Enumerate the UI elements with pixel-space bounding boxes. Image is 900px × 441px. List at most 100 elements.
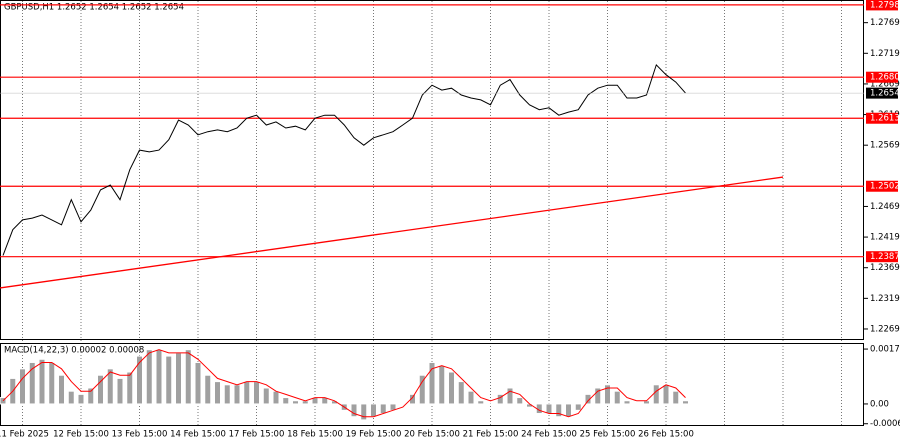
macd-bar <box>399 403 407 405</box>
y-tick-label: 1.2419 <box>870 233 900 243</box>
macd-bar <box>409 393 416 405</box>
macd-bar <box>545 403 553 415</box>
macd-bar <box>48 361 56 405</box>
signal-line <box>2 349 686 418</box>
macd-bar <box>184 349 192 405</box>
macd-bar <box>253 381 260 405</box>
x-tick-label: 11 Feb 2025 <box>0 430 49 440</box>
macd-bar <box>584 393 592 405</box>
macd-bar <box>662 384 670 405</box>
macd-bar <box>350 403 358 418</box>
x-tick-label: 12 Feb 15:00 <box>53 430 109 440</box>
macd-bar <box>565 403 572 418</box>
macd-bar <box>623 400 631 405</box>
macd-bar <box>487 403 494 405</box>
macd-bar <box>145 349 153 405</box>
macd-bar <box>204 374 212 405</box>
macd-bar <box>38 358 46 405</box>
y-tick-label: 1.2669 <box>870 79 900 89</box>
macd-bar <box>282 397 290 405</box>
trendline <box>0 176 784 289</box>
x-tick-label: 14 Feb 15:00 <box>170 430 226 440</box>
level-label: 1.2502 <box>870 182 900 192</box>
macd-frame <box>0 343 864 426</box>
level-label: 1.2680 <box>870 73 900 83</box>
macd-bar <box>496 393 504 405</box>
macd-bar <box>155 349 163 405</box>
macd-bar <box>418 374 426 405</box>
current-price-label: 1.2654 <box>870 89 900 99</box>
macd-bar <box>243 381 251 405</box>
macd-bar <box>97 374 104 405</box>
macd-bar <box>370 403 377 418</box>
macd-bar <box>214 381 221 405</box>
x-tick-label: 13 Feb 15:00 <box>112 430 168 440</box>
macd-bar <box>672 390 680 405</box>
macd-bar <box>106 368 114 405</box>
macd-bar <box>379 403 387 415</box>
y-tick-label: 1.2369 <box>870 263 900 273</box>
macd-bar <box>594 387 602 405</box>
macd-bar <box>448 371 455 405</box>
macd-bar <box>555 403 563 418</box>
macd-bar <box>116 377 124 405</box>
macd-bar <box>77 393 85 405</box>
y-tick-label: 0.00172 <box>870 345 900 355</box>
macd-bar <box>613 390 621 405</box>
x-tick-label: 17 Feb 15:00 <box>229 430 285 440</box>
y-tick-label: 1.2719 <box>870 49 900 59</box>
macd-bar <box>87 387 95 405</box>
level-label: 1.2798 <box>870 0 900 10</box>
x-tick-label: 26 Feb 15:00 <box>638 430 694 440</box>
macd-bar <box>467 390 475 405</box>
level-label-box <box>866 180 898 192</box>
macd-bar <box>477 400 485 405</box>
macd-bar <box>175 352 182 405</box>
macd-bar <box>516 397 524 405</box>
y-tick-label: 1.2319 <box>870 294 900 304</box>
y-tick-label: -0.00062 <box>870 419 900 429</box>
macd-bar <box>506 387 514 405</box>
macd-bar <box>223 384 231 405</box>
macd-title: MACD(14,22,3) 0.00002 0.00008 <box>4 346 144 356</box>
y-tick-label: 1.2569 <box>870 141 900 151</box>
macd-bar <box>233 384 241 405</box>
y-tick-label: 1.2269 <box>870 324 900 334</box>
macd-bar <box>652 384 660 405</box>
macd-bar <box>19 368 26 405</box>
price-line <box>2 63 686 256</box>
level-label: 1.2387 <box>870 252 900 262</box>
level-label-box <box>866 112 898 124</box>
x-tick-label: 19 Feb 15:00 <box>346 430 402 440</box>
macd-bar <box>67 390 75 405</box>
macd-bar <box>428 361 436 405</box>
level-label-box <box>866 71 898 83</box>
macd-bar <box>633 403 641 405</box>
macd-bar <box>194 361 202 405</box>
macd-bar <box>292 400 299 405</box>
level-label: 1.2613 <box>870 114 900 124</box>
macd-bar <box>58 374 65 405</box>
y-tick-label: 1.2769 <box>870 18 900 28</box>
level-label-box <box>866 0 898 11</box>
x-tick-label: 25 Feb 15:00 <box>580 430 636 440</box>
y-tick-label: 0.00 <box>870 399 889 409</box>
macd-bar <box>165 355 173 405</box>
macd-bar <box>682 400 689 405</box>
macd-bar <box>126 371 134 405</box>
macd-bar <box>574 403 582 411</box>
chart-title: GBPUSD,H1 1.2652 1.2654 1.2652 1.2654 <box>4 3 184 13</box>
macd-bar <box>457 381 465 405</box>
macd-bar <box>604 384 611 405</box>
current-price-box <box>866 87 898 99</box>
macd-bar <box>136 355 143 405</box>
y-tick-label: 1.2469 <box>870 202 900 212</box>
x-tick-label: 18 Feb 15:00 <box>287 430 343 440</box>
x-tick-label: 24 Feb 15:00 <box>521 430 577 440</box>
x-tick-label: 20 Feb 15:00 <box>404 430 460 440</box>
macd-bar <box>438 365 446 405</box>
macd-bar <box>360 403 368 421</box>
x-tick-label: 21 Feb 15:00 <box>463 430 519 440</box>
macd-bar <box>262 387 270 405</box>
